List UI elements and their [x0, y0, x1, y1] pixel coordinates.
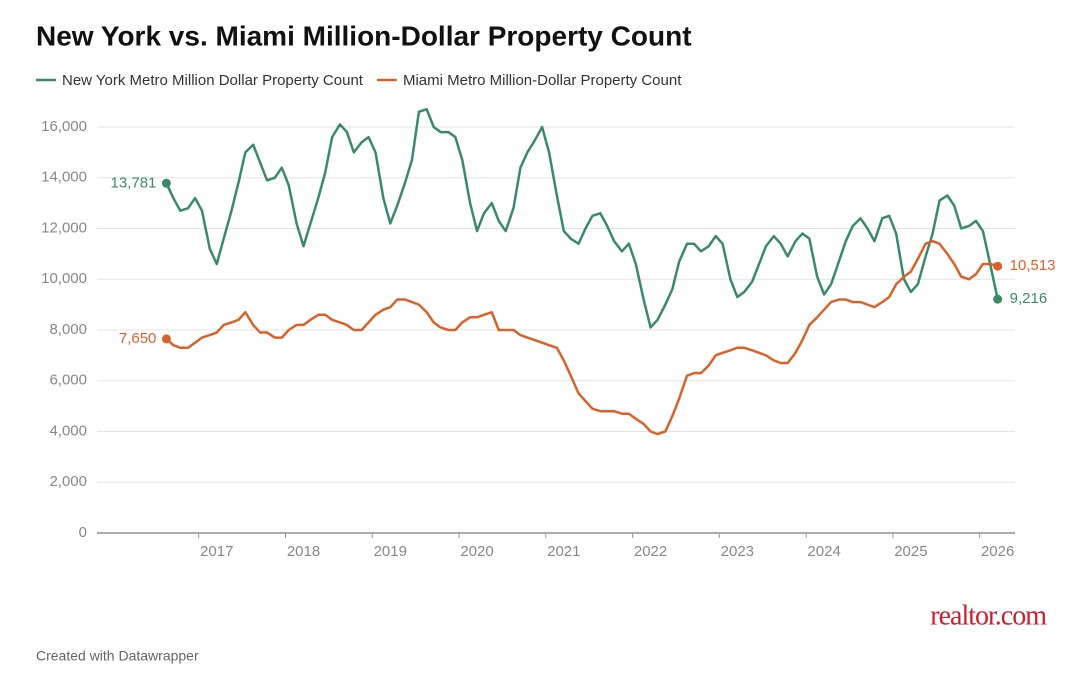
end-dot [993, 261, 1003, 271]
x-tick-label: 2017 [200, 543, 233, 560]
y-tick-label: 4,000 [49, 422, 87, 439]
x-tick-label: 2022 [634, 543, 667, 560]
y-tick-label: 12,000 [41, 219, 87, 236]
x-tick-label: 2023 [721, 543, 754, 560]
y-tick-label: 2,000 [49, 473, 87, 490]
series-line [165, 239, 999, 436]
y-tick-label: 14,000 [41, 169, 87, 186]
y-tick-label: 0 [79, 524, 87, 541]
data-label: 9,216 [1010, 290, 1048, 307]
data-label: 7,650 [119, 330, 157, 347]
data-label: 10,513 [1010, 257, 1056, 274]
footer: Created with Datawrapper [36, 648, 199, 664]
x-tick-label: 2025 [894, 543, 927, 560]
chart-title: New York vs. Miami Million-Dollar Proper… [36, 20, 692, 51]
logo: realtor.com [930, 600, 1047, 631]
y-tick-label: 8,000 [49, 321, 87, 338]
x-tick-label: 2019 [374, 543, 407, 560]
y-tick-label: 6,000 [49, 372, 87, 389]
x-tick-label: 2018 [287, 543, 320, 560]
y-tick-label: 10,000 [41, 270, 87, 287]
legend-label: New York Metro Million Dollar Property C… [62, 72, 364, 89]
x-tick-label: 2026 [981, 543, 1014, 560]
x-tick-label: 2024 [807, 543, 840, 560]
end-dot [993, 294, 1003, 304]
series-line [165, 107, 999, 329]
y-tick-label: 16,000 [41, 118, 87, 135]
x-tick-label: 2021 [547, 543, 580, 560]
x-tick-label: 2020 [460, 543, 493, 560]
legend-label: Miami Metro Million-Dollar Property Coun… [403, 72, 682, 89]
end-dot [161, 178, 171, 188]
data-label: 13,781 [111, 174, 157, 191]
end-dot [161, 334, 171, 344]
